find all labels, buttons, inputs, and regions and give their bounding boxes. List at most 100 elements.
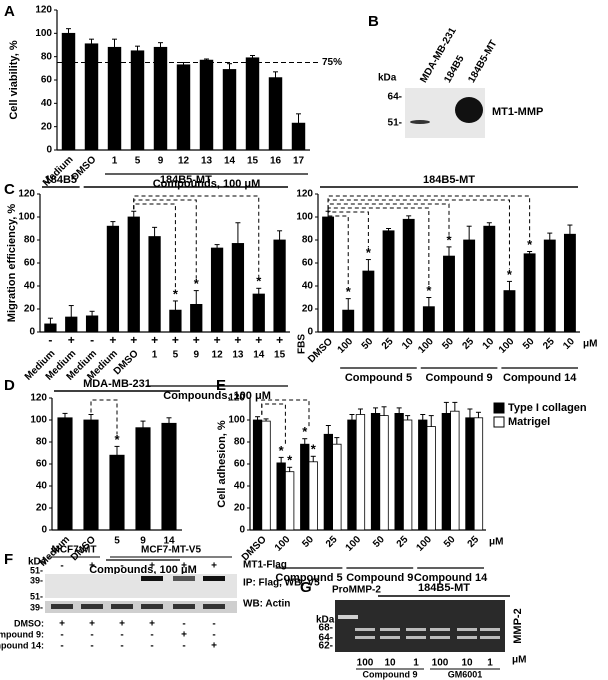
lane-label: 184B5 (442, 53, 466, 84)
bar (370, 412, 381, 531)
band (81, 604, 103, 609)
y-tick-label: 0 (307, 327, 313, 338)
marker: 64- (388, 92, 402, 103)
sign: + (68, 333, 75, 347)
x-tick-label: 14 (163, 536, 175, 547)
y-tick-label: 100 (35, 28, 52, 39)
bar (473, 417, 484, 531)
bar (127, 216, 140, 333)
x-tick-label: 15 (274, 350, 286, 361)
x-tick-label: 25 (380, 336, 396, 352)
sign: - (150, 641, 153, 652)
y-tick-label: 100 (296, 212, 313, 223)
x-tick-label: 50 (521, 336, 537, 352)
sign: - (90, 630, 93, 641)
y-tick-label: 80 (234, 437, 246, 448)
blot-label: WB: Actin (243, 599, 290, 610)
group-label: Compound 9 (363, 669, 418, 679)
legend-label: Matrigel (508, 416, 550, 428)
kda: kDa (378, 73, 397, 84)
x-tick-label: 9 (158, 156, 164, 167)
comparison-bracket (261, 403, 286, 446)
unit: μM (512, 655, 526, 666)
y-tick-label: 60 (302, 258, 314, 269)
significance: * (194, 276, 200, 291)
standard-label: ProMMP-2 (332, 585, 381, 596)
significance: * (302, 424, 308, 439)
y-tick-label: 0 (29, 327, 35, 338)
y-tick-label: 40 (36, 481, 48, 492)
group-label: Compound 9 (346, 572, 413, 584)
bar (503, 290, 516, 333)
band (480, 636, 500, 639)
sign: - (150, 630, 153, 641)
y-tick-label: 40 (302, 281, 314, 292)
bar (109, 454, 125, 531)
sign: - (90, 641, 93, 652)
x-tick-label: 100 (344, 534, 364, 554)
band (455, 97, 483, 123)
sign: + (211, 641, 217, 652)
flag-label: MT1-Flag (243, 560, 287, 571)
y-tick-label: 20 (24, 304, 36, 315)
x-tick-label: 100 (336, 336, 356, 356)
x-tick-label: DMSO (306, 336, 335, 365)
bar (394, 412, 404, 531)
bar (84, 43, 99, 151)
y-tick-label: 60 (41, 75, 53, 86)
group-label: Compound 9 (425, 372, 492, 384)
gel (335, 600, 505, 652)
sign: - (60, 630, 63, 641)
sign: - (60, 641, 63, 652)
band (51, 604, 73, 609)
y-tick-label: 20 (41, 121, 53, 132)
y-tick-label: 20 (36, 503, 48, 514)
x-tick-label: 100 (273, 534, 293, 554)
unit: μM (583, 339, 597, 350)
band (480, 628, 500, 631)
dose-label: 100 (357, 658, 374, 669)
row-label: Compound 14: (0, 640, 44, 650)
bar (176, 64, 191, 151)
bar (210, 247, 224, 333)
bar (291, 122, 306, 151)
dose-label: 100 (432, 658, 449, 669)
protein-label: MMP-2 (512, 608, 524, 643)
bar (222, 69, 237, 151)
y-tick-label: 120 (228, 393, 245, 404)
x-tick-label: 12 (178, 156, 190, 167)
band (457, 628, 477, 631)
bar (422, 306, 435, 333)
x-tick-label: 25 (460, 336, 476, 352)
x-tick-label: 15 (247, 156, 259, 167)
x-tick-label: 10 (481, 336, 497, 352)
sign: - (48, 333, 52, 347)
legend-swatch (493, 416, 505, 428)
header-label: 184B5-MT (423, 174, 475, 186)
y-tick-label: 120 (30, 393, 47, 404)
sign: + (181, 561, 187, 572)
sign: - (120, 630, 123, 641)
panel-label: F (4, 551, 13, 568)
significance: * (426, 283, 432, 298)
comparison-bracket (327, 209, 369, 248)
comparison-bracket (133, 199, 197, 279)
significance: * (527, 237, 533, 252)
bar (382, 230, 395, 333)
sign: - (212, 630, 215, 641)
comparison-bracket (133, 195, 260, 277)
y-axis-label: Cell adhesion, % (216, 420, 228, 508)
sign: + (255, 333, 262, 347)
bar (483, 225, 496, 333)
x-tick-label: 50 (371, 534, 387, 550)
x-tick-label: 5 (114, 536, 120, 547)
band (380, 636, 400, 639)
bar (107, 46, 122, 151)
band (203, 604, 225, 609)
significance: * (256, 274, 262, 289)
comparison-bracket (327, 209, 349, 287)
y-tick-label: 80 (302, 235, 314, 246)
comparison-bracket (327, 195, 531, 240)
y-tick-label: 60 (24, 258, 36, 269)
kda: kDa (316, 615, 335, 626)
